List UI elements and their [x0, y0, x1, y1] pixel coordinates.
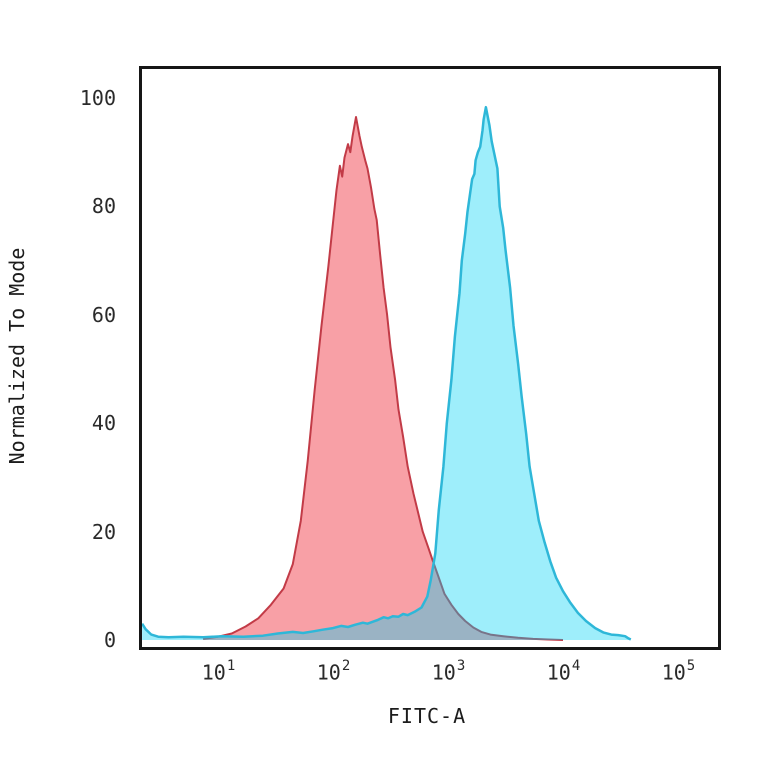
x-tick-base: 10: [661, 660, 686, 685]
histogram-canvas: [142, 105, 632, 641]
x-tick-base: 10: [546, 660, 571, 685]
x-tick-base: 10: [431, 660, 456, 685]
x-axis-title: FITC-A: [387, 704, 467, 728]
y-axis-title: Normalized To Mode: [5, 247, 29, 465]
cyan-histogram-outline: [142, 105, 632, 641]
x-tick-base: 10: [201, 660, 226, 685]
x-tick-exponent: 1: [226, 658, 236, 674]
y-tick-40: 40: [91, 411, 116, 436]
y-tick-20: 20: [91, 519, 116, 544]
cyan-histogram-area: [142, 107, 631, 640]
x-tick-exponent: 3: [456, 658, 466, 674]
x-tick-10e3: 103: [431, 658, 466, 685]
x-tick-10e5: 105: [661, 658, 696, 685]
x-tick-exponent: 2: [341, 658, 351, 674]
x-tick-10e2: 102: [316, 658, 351, 685]
y-tick-100: 100: [79, 86, 116, 110]
y-tick-80: 80: [91, 194, 116, 219]
y-tick-60: 60: [91, 302, 116, 327]
x-tick-10e4: 104: [546, 658, 581, 685]
y-tick-0: 0: [103, 628, 116, 652]
plot-frame: [139, 66, 721, 650]
x-tick-base: 10: [316, 660, 341, 685]
x-tick-exponent: 4: [571, 658, 581, 674]
x-tick-10e1: 101: [201, 658, 236, 685]
red-histogram-outline: [202, 116, 564, 641]
x-tick-exponent: 5: [686, 658, 696, 674]
red-histogram-area: [203, 117, 563, 640]
